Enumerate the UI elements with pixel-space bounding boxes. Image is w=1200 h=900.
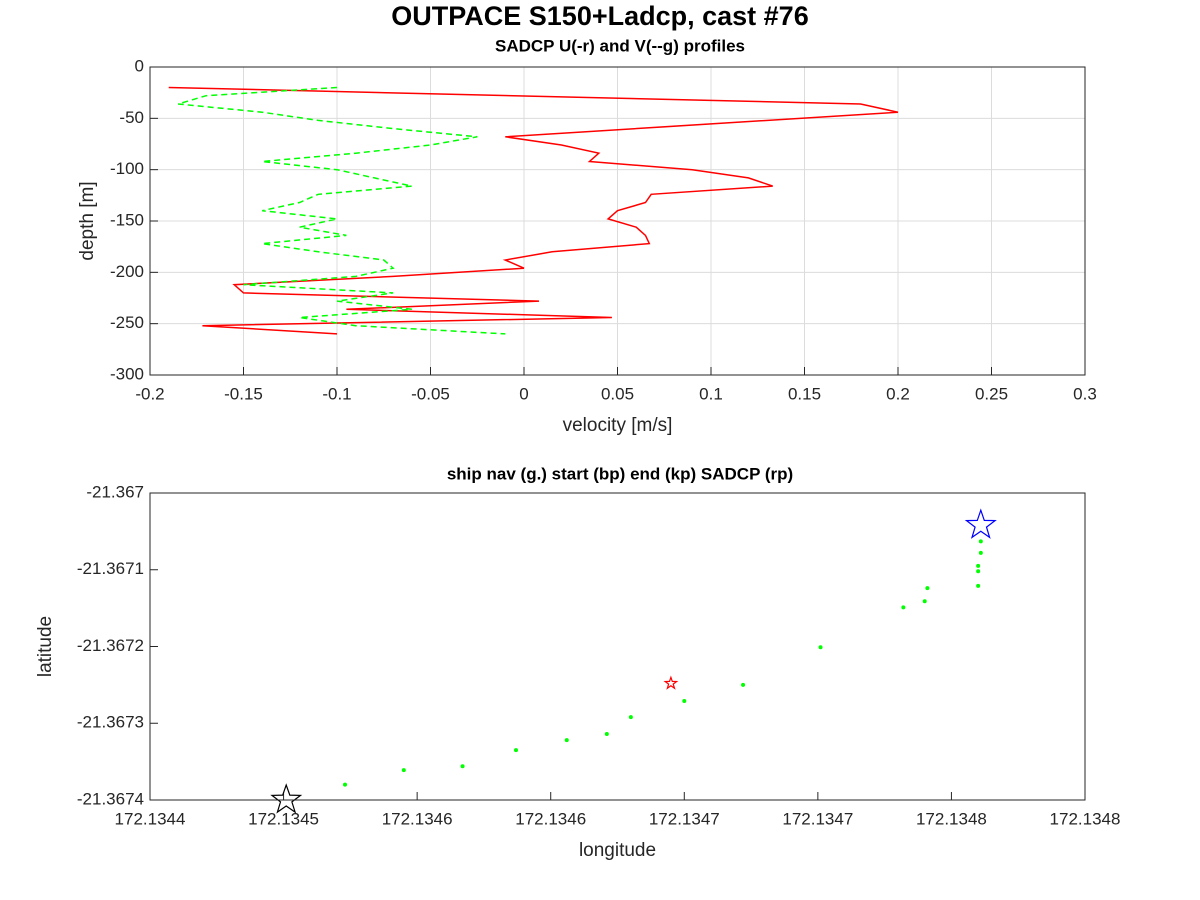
y-tick-label: -21.3673 [77,713,144,732]
y-tick-label: -150 [110,210,144,229]
x-tick-label: 0.15 [788,384,821,403]
nav-point [976,569,981,574]
nav-point [818,645,823,650]
x-tick-label: -0.15 [224,384,263,403]
star-marker [663,675,679,690]
nav-point [978,539,983,544]
y-tick-label: -21.3671 [77,559,144,578]
nav-point [682,698,687,703]
x-axis-label: velocity [m/s] [563,415,673,436]
nav-point [513,748,518,753]
x-tick-label: 0.3 [1073,384,1097,403]
x-tick-label: -0.05 [411,384,450,403]
plot-frame [149,492,1086,801]
x-tick-label: -0.2 [135,384,164,403]
star-marker [964,508,997,539]
nav-point [564,738,569,743]
x-tick-label: -0.1 [322,384,351,403]
x-tick-label: 172.1348 [916,809,987,828]
nav-point [976,563,981,568]
nav-point [741,682,746,687]
y-tick-label: -21.367 [86,482,144,501]
y-axis-label: depth [m] [77,181,98,260]
nav-point [925,586,930,591]
x-tick-label: 172.1345 [248,809,319,828]
x-tick-label: 172.1348 [1050,809,1121,828]
x-tick-label: 172.1346 [515,809,586,828]
x-tick-label: 0.2 [886,384,910,403]
nav-point [978,550,983,555]
figure-title: OUTPACE S150+Ladcp, cast #76 [391,1,808,31]
x-tick-label: 172.1344 [115,809,186,828]
x-tick-label: 172.1346 [382,809,453,828]
x-tick-label: 0.1 [699,384,723,403]
plot-frame [149,66,1086,376]
line-series [177,86,506,335]
x-tick-label: 172.1347 [782,809,853,828]
nav-point [922,599,927,604]
nav-point [343,782,348,787]
y-tick-label: -300 [110,364,144,383]
nav-point [976,583,981,588]
y-tick-label: -21.3674 [77,789,144,808]
x-tick-label: 0.05 [601,384,634,403]
nav-point [628,715,633,720]
y-tick-label: -100 [110,159,144,178]
nav-point [460,764,465,769]
nav-point [901,605,906,610]
nav-point [604,731,609,736]
nav-point [401,768,406,773]
y-tick-label: 0 [135,56,144,75]
subplot-title: SADCP U(-r) and V(--g) profiles [495,36,745,55]
y-tick-label: -50 [119,108,144,127]
y-tick-label: -21.3672 [77,636,144,655]
y-tick-label: -200 [110,262,144,281]
x-tick-label: 0 [519,384,528,403]
x-tick-label: 0.25 [975,384,1008,403]
y-axis-label: latitude [35,616,56,677]
line-series [168,86,899,335]
subplot-title: ship nav (g.) start (bp) end (kp) SADCP … [447,464,793,483]
star-marker [270,783,303,814]
x-tick-label: 172.1347 [649,809,720,828]
plot-area [150,493,1085,800]
y-tick-label: -250 [110,313,144,332]
x-axis-label: longitude [579,840,656,861]
